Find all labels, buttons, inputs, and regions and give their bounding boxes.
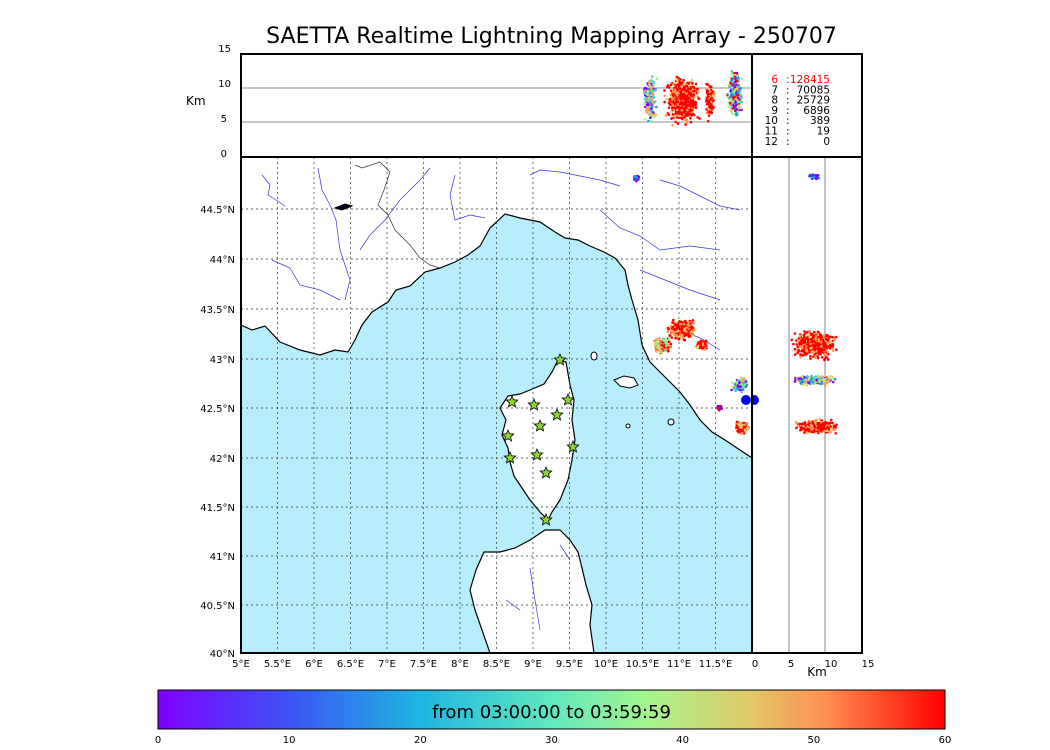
- count-label: 10: [765, 115, 778, 127]
- map-lightning-scatter: [632, 174, 751, 435]
- station-marker: [550, 407, 564, 421]
- count-label: 6: [771, 74, 778, 86]
- count-value: 128415: [790, 74, 830, 86]
- colorbar-tick: 20: [414, 735, 427, 746]
- lon-tick-label: 11°E: [667, 659, 691, 670]
- station-marker: [503, 450, 517, 464]
- lat-tick-label: 44°N: [210, 255, 235, 266]
- count-label: 11: [765, 126, 778, 138]
- side-xtick: 15: [862, 659, 875, 670]
- lon-tick-label: 5.5°E: [264, 659, 291, 670]
- count-sep: :: [786, 84, 790, 96]
- count-sep: :: [786, 74, 790, 86]
- altitude-scatter: [642, 69, 744, 127]
- lon-tick-label: 10.5°E: [626, 659, 660, 670]
- lon-tick-label: 8°E: [451, 659, 469, 670]
- altitude-ytick: 10: [218, 79, 231, 90]
- colorbar: 0 10 20 30 40 50 60: [155, 689, 952, 746]
- colorbar-tick: 10: [283, 735, 296, 746]
- map-gridlines: [241, 157, 752, 653]
- lon-tick-label: 5°E: [232, 659, 250, 670]
- count-label: 9: [771, 105, 778, 117]
- lat-tick-label: 44.5°N: [200, 205, 235, 216]
- station-marker: [501, 428, 515, 442]
- colorbar-label: from 03:00:00 to 03:59:59: [432, 702, 671, 723]
- side-xlabel: Km: [807, 665, 827, 679]
- altitude-ylabel: Km: [186, 94, 206, 108]
- count-sep: :: [786, 95, 790, 107]
- lon-tick-label: 7.5°E: [410, 659, 437, 670]
- rivers: [261, 167, 741, 631]
- station-marker: [530, 447, 544, 461]
- count-label: 7: [771, 84, 778, 96]
- lat-tick-label: 42°N: [210, 454, 235, 465]
- map-panel: 5°E 5.5°E 6°E 6.5°E 7°E 7.5°E 8°E 8.5°E 9°E 9.5°E…: [200, 156, 753, 670]
- altitude-panel: Km 15 10 5 0: [186, 44, 753, 160]
- lon-tick-label: 7°E: [378, 659, 396, 670]
- station-marker: [505, 394, 519, 408]
- count-value: 19: [817, 126, 830, 138]
- colorbar-tick: 50: [807, 735, 820, 746]
- colorbar-tick: 60: [939, 735, 952, 746]
- side-xtick: 0: [752, 659, 758, 670]
- station-marker: [561, 392, 575, 406]
- lon-tick-label: 6°E: [305, 659, 323, 670]
- altitude-ytick: 15: [218, 44, 231, 55]
- side-xtick: 10: [825, 659, 838, 670]
- count-label: 12: [765, 136, 778, 148]
- station-marker: [527, 397, 541, 411]
- count-sep: :: [786, 115, 790, 127]
- side-xtick: 5: [788, 659, 794, 670]
- count-value: 0: [823, 136, 830, 148]
- page-title: SAETTA Realtime Lightning Mapping Array …: [266, 24, 837, 49]
- lat-tick-label: 43.5°N: [200, 305, 235, 316]
- lat-tick-label: 42.5°N: [200, 404, 235, 415]
- sardinia-island: [469, 529, 595, 653]
- counts-box: 6:1284157:700858:257299:689610:38911:191…: [751, 53, 863, 158]
- count-label: 8: [771, 95, 778, 107]
- station-marker: [566, 439, 580, 453]
- colorbar-tick: 30: [545, 735, 558, 746]
- corsica-island: [499, 359, 576, 522]
- count-sep: :: [786, 136, 790, 148]
- lat-tick-label: 40.5°N: [200, 601, 235, 612]
- lat-tick-label: 40°N: [210, 649, 235, 660]
- altitude-ytick: 5: [221, 114, 227, 125]
- lon-tick-label: 6.5°E: [337, 659, 364, 670]
- count-sep: :: [786, 105, 790, 117]
- count-value: 25729: [797, 95, 830, 107]
- elba-island: [613, 375, 639, 389]
- colorbar-tick: 0: [155, 735, 161, 746]
- lon-tick-label: 9°E: [524, 659, 542, 670]
- lon-tick-label: 10°E: [594, 659, 618, 670]
- stations: [501, 352, 580, 526]
- lon-tick-label: 11.5°E: [699, 659, 733, 670]
- count-value: 70085: [797, 84, 830, 96]
- colorbar-tick: 40: [676, 735, 689, 746]
- station-marker: [539, 465, 553, 479]
- station-marker: [533, 418, 547, 432]
- station-marker: [539, 512, 553, 526]
- lon-tick-label: 8.5°E: [483, 659, 510, 670]
- lat-tick-label: 41°N: [210, 552, 235, 563]
- count-value: 6896: [803, 105, 830, 117]
- side-scatter: [752, 173, 838, 435]
- count-sep: :: [786, 126, 790, 138]
- altitude-ytick: 0: [221, 149, 227, 160]
- count-value: 389: [810, 115, 830, 127]
- side-altitude-panel: 0 5 10 15 Km: [751, 156, 875, 679]
- lat-tick-label: 41.5°N: [200, 503, 235, 514]
- station-marker: [553, 352, 567, 366]
- lon-tick-label: 9.5°E: [556, 659, 583, 670]
- lat-tick-label: 43°N: [210, 355, 235, 366]
